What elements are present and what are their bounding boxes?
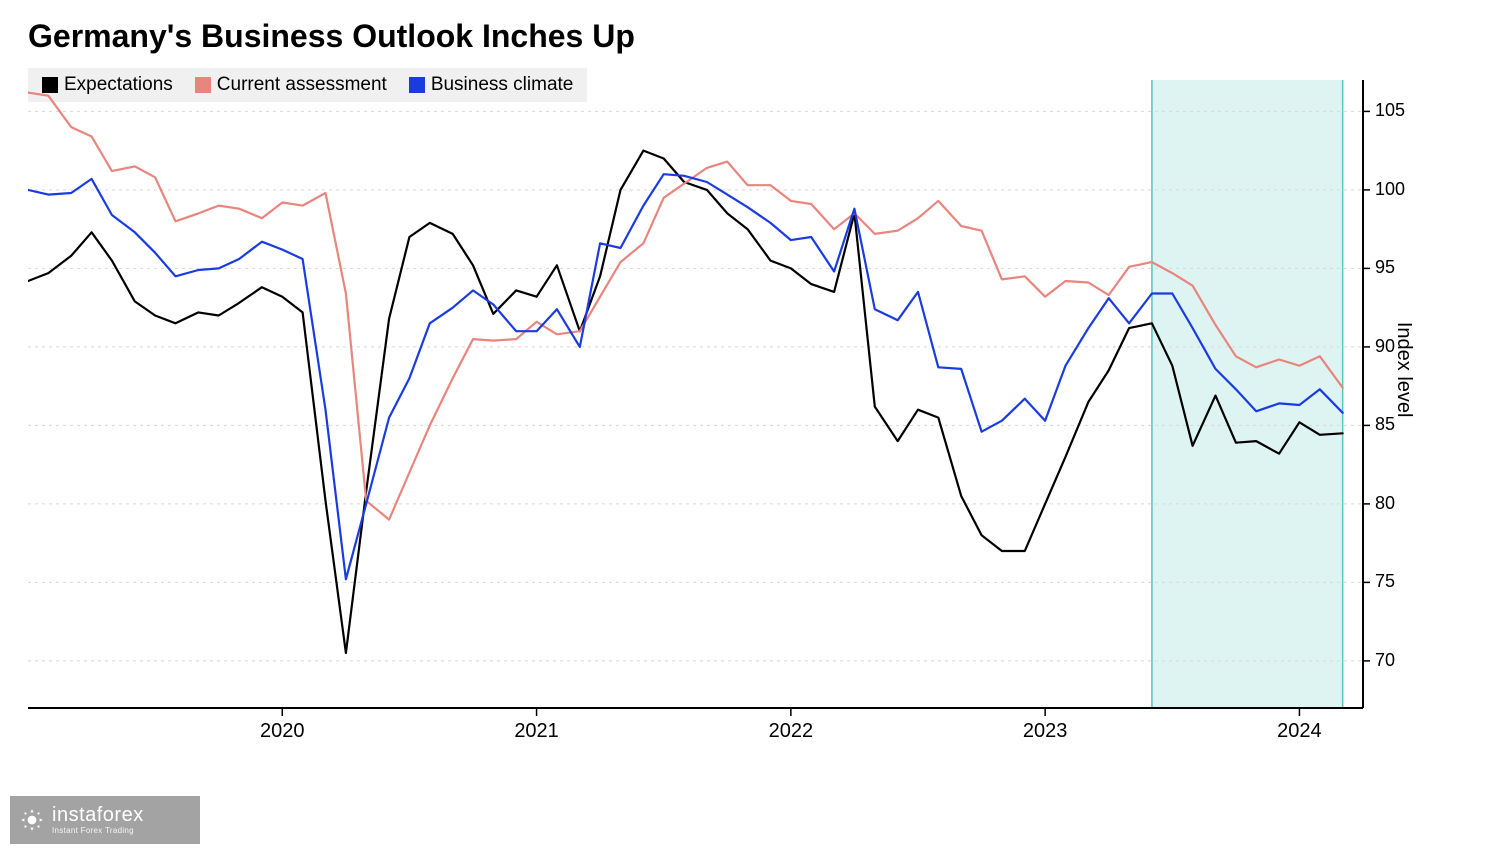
y-tick-label: 100	[1375, 179, 1405, 200]
y-tick-label: 105	[1375, 100, 1405, 121]
watermark: instaforex Instant Forex Trading	[10, 796, 200, 844]
y-tick-label: 75	[1375, 571, 1395, 592]
x-tick-label: 2023	[1023, 720, 1068, 743]
y-tick-label: 85	[1375, 414, 1395, 435]
chart-area: Index level 707580859095100105 202020212…	[28, 70, 1408, 750]
x-tick-label: 2020	[260, 720, 305, 743]
watermark-subtext: Instant Forex Trading	[52, 827, 144, 835]
chart-title: Germany's Business Outlook Inches Up	[28, 18, 635, 55]
y-axis-label: Index level	[1393, 322, 1416, 418]
y-tick-label: 95	[1375, 257, 1395, 278]
x-tick-label: 2021	[514, 720, 559, 743]
instaforex-logo-icon	[18, 806, 46, 834]
y-tick-label: 80	[1375, 493, 1395, 514]
line-chart	[28, 70, 1408, 750]
x-tick-label: 2022	[769, 720, 814, 743]
x-tick-label: 2024	[1277, 720, 1322, 743]
y-tick-label: 70	[1375, 650, 1395, 671]
watermark-text: instaforex	[52, 805, 144, 825]
y-tick-label: 90	[1375, 336, 1395, 357]
